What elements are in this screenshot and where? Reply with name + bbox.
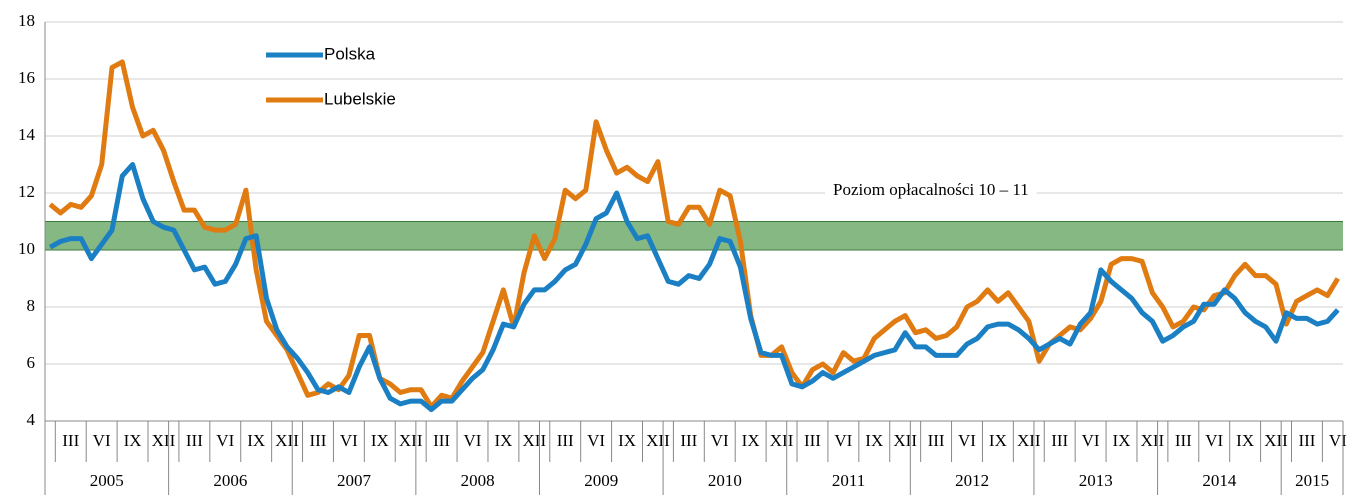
y-tick-label: 4: [27, 410, 36, 429]
x-tick-label: III: [1298, 431, 1315, 450]
x-tick-label: VI: [1082, 431, 1100, 450]
year-label: 2009: [584, 471, 618, 490]
annotation-bg: [825, 179, 1037, 199]
y-tick-label: 8: [27, 296, 36, 315]
x-tick-label: IX: [124, 431, 142, 450]
x-tick-label: III: [1175, 431, 1192, 450]
x-tick-label: VI: [464, 431, 482, 450]
x-tick-label: VI: [1329, 431, 1347, 450]
x-tick-label: IX: [865, 431, 883, 450]
y-tick-label: 18: [18, 11, 35, 30]
x-tick-label: III: [186, 431, 203, 450]
year-label: 2014: [1202, 471, 1237, 490]
x-tick-label: III: [309, 431, 326, 450]
year-label: 2013: [1079, 471, 1113, 490]
x-tick-label: IX: [742, 431, 760, 450]
x-tick-label: III: [1051, 431, 1068, 450]
x-tick-label: VI: [834, 431, 852, 450]
x-tick-label: IX: [989, 431, 1007, 450]
year-label: 2008: [461, 471, 495, 490]
year-label: 2005: [90, 471, 124, 490]
x-tick-label: VI: [587, 431, 605, 450]
x-tick-label: XII: [275, 431, 299, 450]
x-tick-label: XII: [1141, 431, 1165, 450]
x-tick-label: XII: [523, 431, 547, 450]
x-tick-label: III: [62, 431, 79, 450]
x-tick-label: IX: [1236, 431, 1254, 450]
x-tick-label: III: [680, 431, 697, 450]
series-line: [48, 162, 1340, 413]
x-tick-label: XII: [399, 431, 423, 450]
x-tick-label: XII: [152, 431, 176, 450]
x-tick-label: VI: [958, 431, 976, 450]
x-tick-label: IX: [371, 431, 389, 450]
x-tick-label: III: [433, 431, 450, 450]
x-tick-label: VI: [711, 431, 729, 450]
x-tick-label: IX: [494, 431, 512, 450]
x-tick-label: III: [557, 431, 574, 450]
x-tick-label: VI: [1205, 431, 1223, 450]
annotation: Poziom opłacalności 10 – 11: [833, 180, 1029, 199]
y-tick-label: 14: [18, 125, 36, 144]
profitability-band: [45, 221, 1343, 250]
y-tick-label: 12: [18, 182, 35, 201]
y-tick-label: 10: [18, 239, 35, 258]
x-tick-label: IX: [618, 431, 636, 450]
x-tick-label: III: [928, 431, 945, 450]
year-label: 2015: [1295, 471, 1329, 490]
y-tick-label: 6: [27, 353, 36, 372]
x-tick-label: IX: [1113, 431, 1131, 450]
x-tick-label: XII: [770, 431, 794, 450]
x-tick-label: XII: [1264, 431, 1288, 450]
x-tick-label: XII: [893, 431, 917, 450]
year-label: 2007: [337, 471, 372, 490]
y-tick-label: 16: [18, 68, 35, 87]
legend-label: Polska: [324, 44, 376, 63]
legend-label: Lubelskie: [324, 89, 396, 108]
x-tick-label: VI: [340, 431, 358, 450]
x-tick-label: III: [804, 431, 821, 450]
year-label: 2011: [832, 471, 865, 490]
x-tick-label: VI: [93, 431, 111, 450]
x-tick-label: IX: [247, 431, 265, 450]
x-tick-label: XII: [1017, 431, 1041, 450]
series-line: [48, 59, 1340, 410]
year-label: 2006: [213, 471, 247, 490]
year-label: 2012: [955, 471, 989, 490]
x-tick-label: XII: [646, 431, 670, 450]
x-tick-label: VI: [216, 431, 234, 450]
year-label: 2010: [708, 471, 742, 490]
